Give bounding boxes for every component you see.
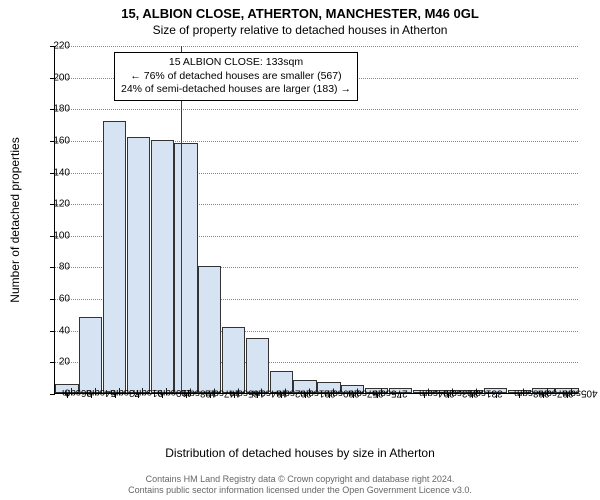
histogram-bar: [222, 327, 245, 393]
histogram-bar: [127, 137, 150, 393]
ytick-label: 160: [40, 135, 70, 146]
x-axis-label: Distribution of detached houses by size …: [0, 446, 600, 460]
histogram-bar: [198, 266, 221, 393]
chart-container: 15, ALBION CLOSE, ATHERTON, MANCHESTER, …: [0, 0, 600, 500]
ytick-label: 80: [40, 262, 70, 273]
ytick-label: 200: [40, 72, 70, 83]
chart-title: 15, ALBION CLOSE, ATHERTON, MANCHESTER, …: [0, 0, 600, 21]
annotation-line3: 24% of semi-detached houses are larger (…: [121, 83, 351, 97]
ytick-label: 140: [40, 167, 70, 178]
chart-subtitle: Size of property relative to detached ho…: [0, 21, 600, 37]
ytick-label: 180: [40, 104, 70, 115]
footer-line2: Contains public sector information licen…: [0, 485, 600, 496]
annotation-box: 15 ALBION CLOSE: 133sqm← 76% of detached…: [114, 52, 358, 101]
histogram-bar: [151, 140, 174, 393]
ytick-label: 40: [40, 325, 70, 336]
histogram-bar: [246, 338, 269, 393]
gridline: [55, 109, 578, 110]
y-axis-label: Number of detached properties: [8, 137, 22, 302]
ytick-label: 20: [40, 357, 70, 368]
annotation-line1: 15 ALBION CLOSE: 133sqm: [121, 56, 351, 70]
histogram-bar: [79, 317, 102, 393]
footer-attribution: Contains HM Land Registry data © Crown c…: [0, 474, 600, 496]
ytick-label: 100: [40, 230, 70, 241]
annotation-line2: ← 76% of detached houses are smaller (56…: [121, 70, 351, 84]
ytick-label: 220: [40, 41, 70, 52]
histogram-bar: [174, 143, 197, 393]
ytick-label: 60: [40, 294, 70, 305]
gridline: [55, 46, 578, 47]
ytick-label: 120: [40, 199, 70, 210]
footer-line1: Contains HM Land Registry data © Crown c…: [0, 474, 600, 485]
histogram-bar: [103, 121, 126, 393]
